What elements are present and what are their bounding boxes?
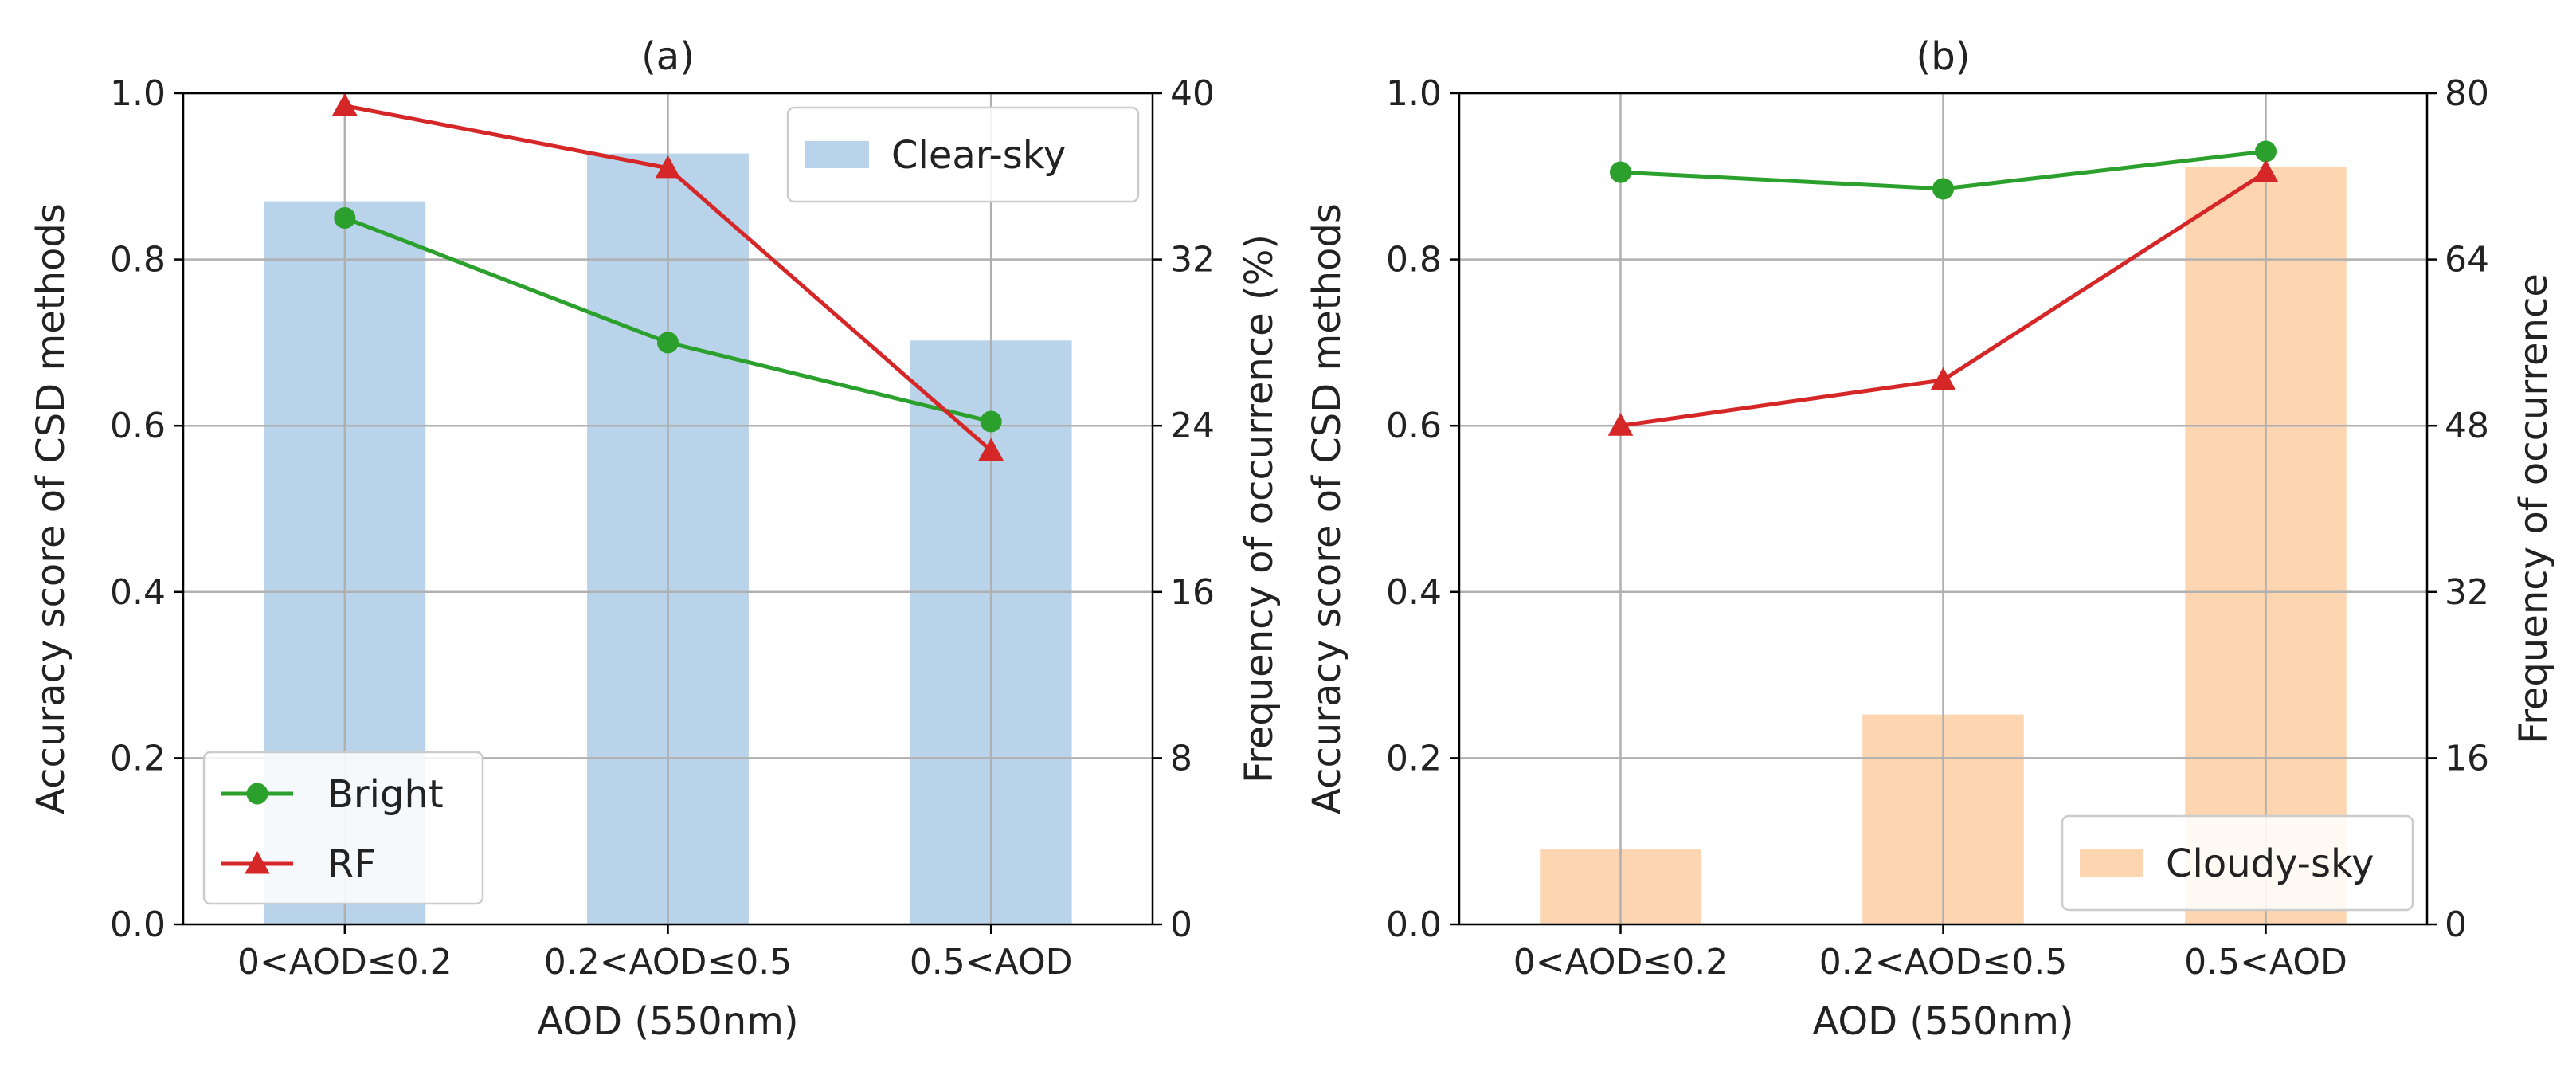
x-axis-title: AOD (550nm) xyxy=(537,999,798,1044)
legend-methods: Bright RF xyxy=(202,751,484,905)
legend-label-bright: Bright xyxy=(327,772,444,817)
series-point-rf-2 xyxy=(2253,159,2279,182)
y-left-axis-title: Accuracy score of CSD methods xyxy=(29,203,73,814)
series-point-bright-1 xyxy=(1932,178,1954,200)
y-left-tick-label: 0.0 xyxy=(110,904,166,945)
y-right-axis-title: Frequency of occurrence (%) xyxy=(1237,234,1282,783)
y-left-axis-title: Accuracy score of CSD methods xyxy=(1305,203,1349,814)
y-right-tick-label: 16 xyxy=(2445,738,2489,779)
legend-label: Cloudy-sky xyxy=(2166,842,2374,886)
series-point-rf-1 xyxy=(1930,367,1956,390)
legend-swatch xyxy=(2080,849,2143,877)
series-point-rf-1 xyxy=(655,155,681,179)
y-right-tick-label: 16 xyxy=(1170,572,1215,613)
y-right-tick-label: 24 xyxy=(1170,406,1215,446)
x-axis-title: AOD (550nm) xyxy=(1812,999,2073,1044)
x-tick-label: 0.2<AOD≤0.5 xyxy=(544,942,793,983)
legend-clear-sky: Clear-sky xyxy=(786,106,1140,203)
legend-box xyxy=(2061,814,2414,912)
x-tick-label: 0.2<AOD≤0.5 xyxy=(1819,942,2068,983)
y-left-tick-label: 0.4 xyxy=(110,572,166,613)
y-right-tick-label: 0 xyxy=(2445,904,2467,945)
x-tick-label: 0<AOD≤0.2 xyxy=(1513,942,1728,983)
series-point-rf-2 xyxy=(978,437,1004,461)
y-right-tick-label: 8 xyxy=(1170,738,1192,779)
y-left-tick-label: 0.0 xyxy=(1386,904,1442,945)
y-right-tick-label: 0 xyxy=(1170,904,1192,945)
legend-box xyxy=(786,106,1140,203)
x-tick-label: 0.5<AOD xyxy=(2184,942,2347,983)
y-right-tick-label: 64 xyxy=(2445,240,2489,281)
y-right-tick-label: 32 xyxy=(1170,240,1215,281)
series-point-bright-2 xyxy=(980,410,1002,433)
legend-label: Clear-sky xyxy=(891,133,1066,178)
series-point-bright-0 xyxy=(334,206,356,229)
chart-panel-a: 0.0 0.2 0.4 0.6 0.8 1.0 0 8 16 24 32 40 0<AOD≤0.2 0.2… xyxy=(29,34,1282,1044)
y-right-tick-label: 48 xyxy=(2445,406,2489,446)
y-left-tick-label: 0.2 xyxy=(1386,738,1442,779)
y-left-tick-label: 0.8 xyxy=(1386,240,1442,281)
y-right-tick-label: 40 xyxy=(1170,73,1215,114)
y-left-tick-label: 0.8 xyxy=(110,240,166,281)
x-tick-label: 0<AOD≤0.2 xyxy=(237,942,452,983)
series-point-bright-0 xyxy=(1610,161,1631,183)
y-right-tick-label: 80 xyxy=(2445,73,2489,114)
y-left-tick-label: 0.2 xyxy=(110,738,166,779)
series-point-rf-0 xyxy=(331,92,358,116)
series-point-bright-2 xyxy=(2255,140,2277,163)
chart-panel-b: 0.0 0.2 0.4 0.6 0.8 1.0 0 16 32 48 64 80 0<AOD≤0.2 0.… xyxy=(1305,34,2556,1044)
panel-title: (a) xyxy=(641,34,695,79)
y-left-tick-label: 1.0 xyxy=(110,73,166,114)
y-left-tick-label: 0.4 xyxy=(1386,572,1442,613)
y-right-tick-label: 32 xyxy=(2445,572,2489,613)
legend-label-rf: RF xyxy=(327,842,376,887)
legend-cloudy-sky: Cloudy-sky xyxy=(2061,814,2414,912)
y-right-axis-title: Frequency of occurrence xyxy=(2511,273,2556,744)
x-tick-label: 0.5<AOD xyxy=(910,942,1073,983)
series-point-bright-1 xyxy=(657,332,679,354)
y-left-tick-label: 1.0 xyxy=(1386,73,1442,114)
legend-marker-bright xyxy=(246,783,268,805)
series-point-rf-0 xyxy=(1607,413,1634,436)
panel-title: (b) xyxy=(1916,34,1971,79)
y-left-tick-label: 0.6 xyxy=(110,406,166,446)
legend-swatch xyxy=(805,141,869,168)
y-left-tick-label: 0.6 xyxy=(1386,406,1442,446)
legend-marker-rf xyxy=(245,850,270,874)
